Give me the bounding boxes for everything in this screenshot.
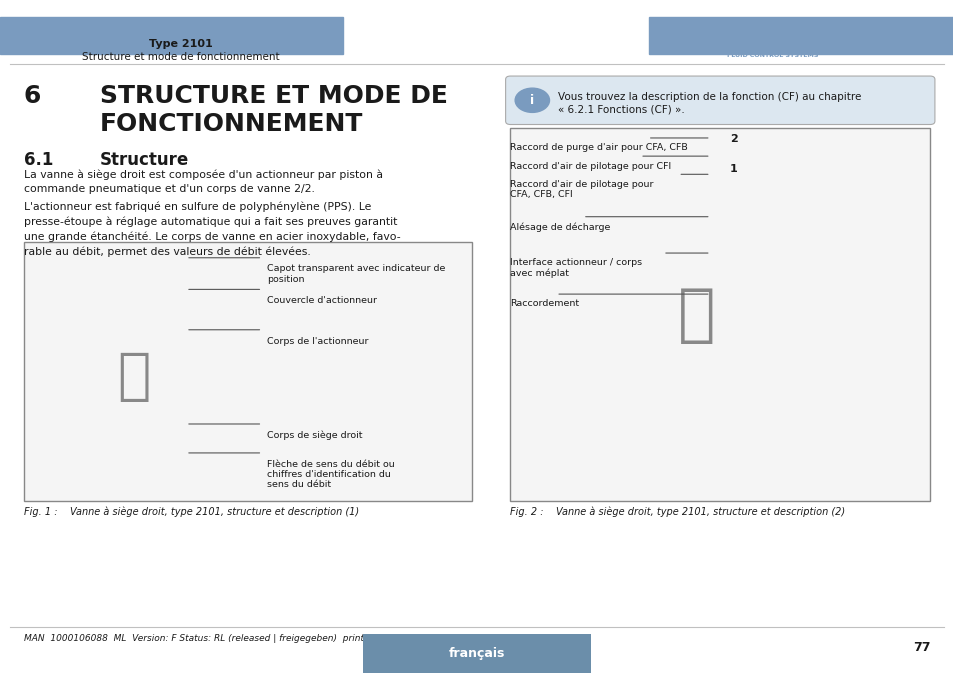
Text: français: français [448,647,505,660]
Circle shape [515,88,549,112]
Bar [362,634,591,673]
Text: Type 2101: Type 2101 [150,39,213,48]
Text: 6: 6 [24,84,41,108]
Text: Raccord d'air de pilotage pour
CFA, CFB, CFI: Raccord d'air de pilotage pour CFA, CFB,… [510,180,653,199]
Text: 1: 1 [729,164,737,174]
Text: Raccordement: Raccordement [510,299,578,308]
Text: MAN  1000106088  ML  Version: F Status: RL (released | freigegeben)  printed: 22: MAN 1000106088 ML Version: F Status: RL … [24,634,433,643]
Text: i: i [530,94,534,107]
Text: Corps de siège droit: Corps de siège droit [267,431,362,440]
Text: Interface actionneur / corps
avec méplat: Interface actionneur / corps avec méplat [510,258,641,279]
Text: Vous trouvez la description de la fonction (CF) au chapitre
« 6.2.1 Fonctions (C: Vous trouvez la description de la foncti… [558,92,861,114]
Text: Flèche de sens du débit ou
chiffres d'identification du
sens du débit: Flèche de sens du débit ou chiffres d'id… [267,460,395,489]
Text: ▪ ▪ ▪: ▪ ▪ ▪ [729,32,748,38]
Text: Raccord de purge d'air pour CFA, CFB: Raccord de purge d'air pour CFA, CFB [510,143,687,152]
FancyBboxPatch shape [505,76,934,125]
Text: Alésage de décharge: Alésage de décharge [510,222,610,232]
Text: L'actionneur est fabriqué en sulfure de polyphénylène (PPS). Le
presse-étoupe à : L'actionneur est fabriqué en sulfure de … [24,202,400,256]
Bar [648,17,953,54]
Text: Capot transparent avec indicateur de
position: Capot transparent avec indicateur de pos… [267,264,445,284]
Text: Raccord d'air de pilotage pour CFI: Raccord d'air de pilotage pour CFI [510,162,671,170]
Bar [510,128,929,501]
Text: Corps de l'actionneur: Corps de l'actionneur [267,336,368,345]
Text: FLUID CONTROL SYSTEMS: FLUID CONTROL SYSTEMS [726,52,818,58]
Text: 🔧: 🔧 [117,350,150,404]
Text: La vanne à siège droit est composée d'un actionneur par piston à
commande pneuma: La vanne à siège droit est composée d'un… [24,170,382,194]
Text: STRUCTURE ET MODE DE
FONCTIONNEMENT: STRUCTURE ET MODE DE FONCTIONNEMENT [100,84,448,136]
Text: bürkert: bürkert [734,33,810,50]
Bar [0,17,343,54]
Text: 6.1: 6.1 [24,151,53,170]
Text: 🔧: 🔧 [677,286,715,347]
Text: 2: 2 [729,135,737,144]
Text: Fig. 1 :    Vanne à siège droit, type 2101, structure et description (1): Fig. 1 : Vanne à siège droit, type 2101,… [24,506,358,517]
Text: Structure et mode de fonctionnement: Structure et mode de fonctionnement [82,52,280,62]
Text: Structure: Structure [100,151,190,170]
Text: Fig. 2 :    Vanne à siège droit, type 2101, structure et description (2): Fig. 2 : Vanne à siège droit, type 2101,… [510,506,844,517]
Text: 77: 77 [912,641,929,654]
Bar [24,242,472,501]
Text: Couvercle d'actionneur: Couvercle d'actionneur [267,296,376,305]
